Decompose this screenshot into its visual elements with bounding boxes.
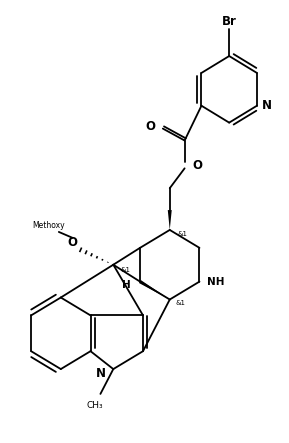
Text: &1: &1 — [120, 267, 130, 273]
Text: O: O — [145, 120, 155, 133]
Text: &1: &1 — [176, 300, 186, 307]
Text: Br: Br — [222, 15, 237, 28]
Text: Methoxy: Methoxy — [33, 222, 65, 230]
Polygon shape — [168, 210, 172, 230]
Text: N: N — [96, 366, 106, 380]
Text: &1: &1 — [178, 231, 188, 237]
Text: H: H — [122, 280, 131, 290]
Text: O: O — [68, 237, 78, 249]
Text: CH₃: CH₃ — [86, 401, 103, 410]
Text: N: N — [262, 99, 272, 112]
Text: O: O — [192, 159, 203, 172]
Polygon shape — [139, 280, 170, 299]
Text: NH: NH — [208, 276, 225, 287]
